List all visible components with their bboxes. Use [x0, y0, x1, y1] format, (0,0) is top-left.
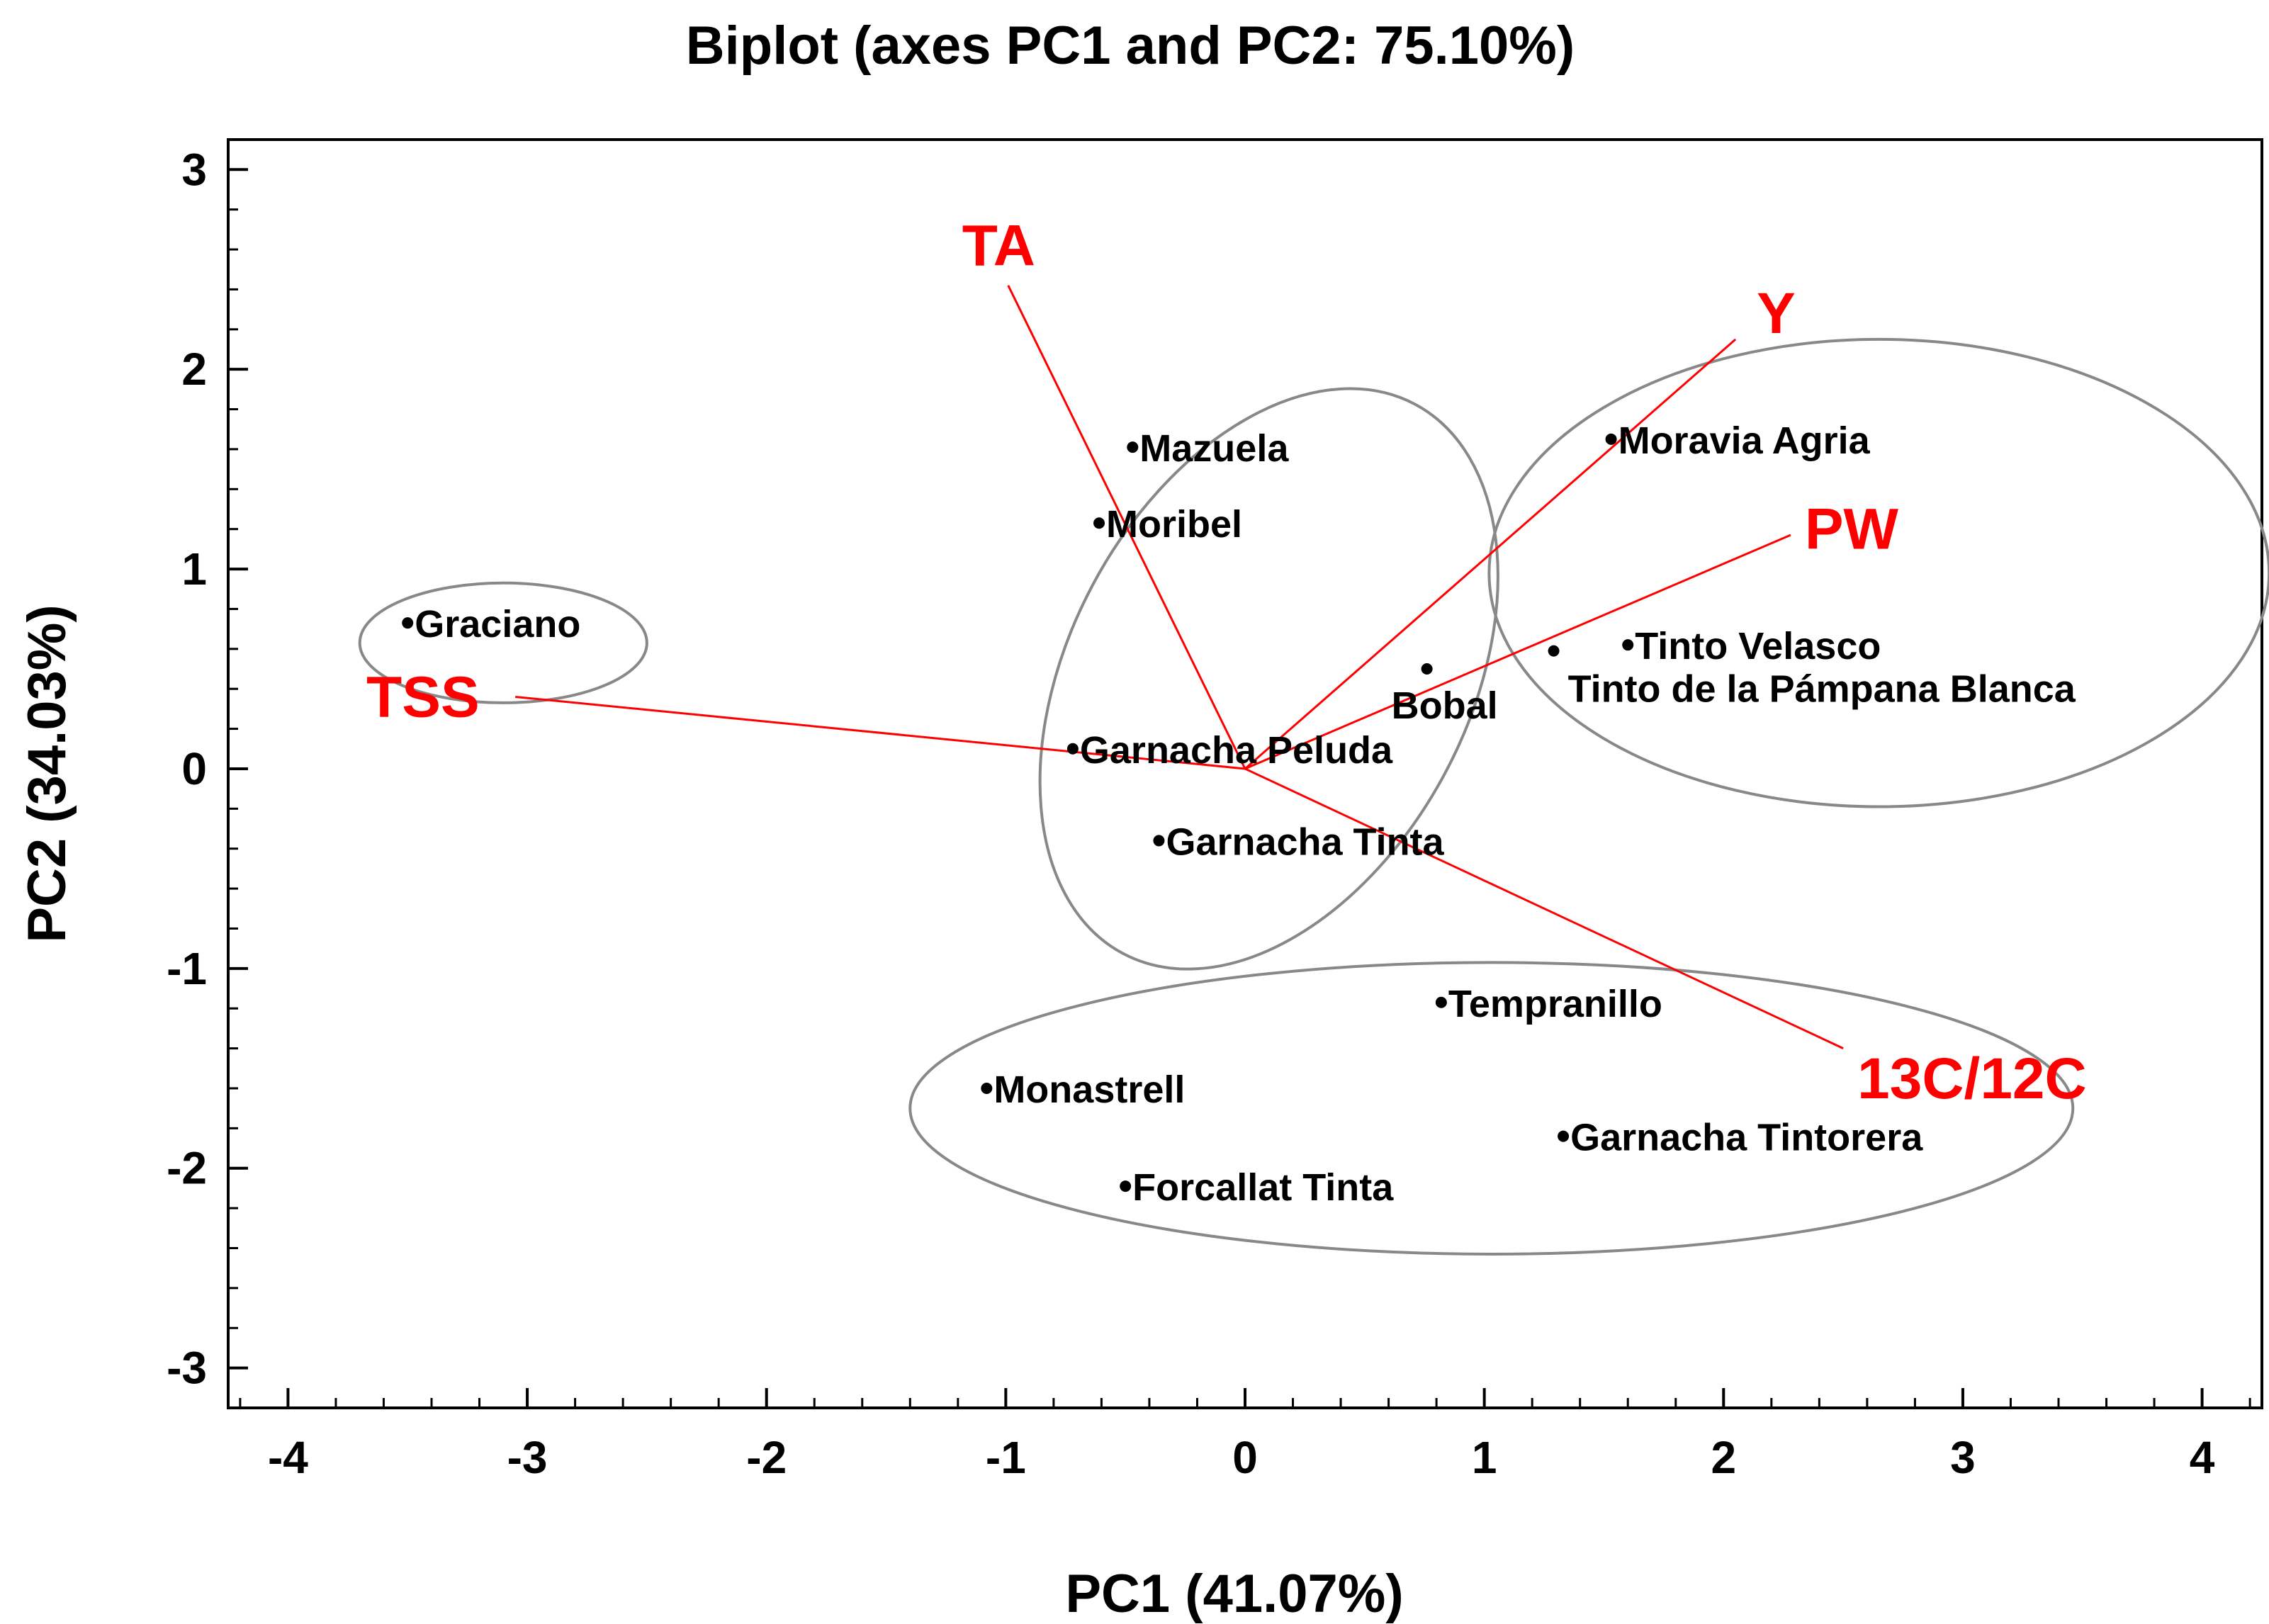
- y-tick-label: -2: [167, 1143, 207, 1194]
- observation-point: [1622, 639, 1634, 651]
- observation-point: [1548, 645, 1560, 657]
- variable-label: 13C/12C: [1857, 1047, 2087, 1111]
- x-tick-label: 4: [2190, 1432, 2215, 1483]
- variable-vector: [1244, 338, 1737, 770]
- observation-point: [981, 1082, 993, 1094]
- cluster-ellipse: [908, 961, 2075, 1256]
- observation-label: Garnacha Tintorera: [1570, 1117, 1923, 1159]
- variable-vectors: TA Y PW TSS 13C/12C: [366, 213, 2087, 1110]
- x-tick-label: 0: [1232, 1432, 1258, 1483]
- observation-label: Bobal: [1392, 684, 1498, 727]
- x-tick-label: -3: [507, 1432, 548, 1483]
- observation-point: [1153, 835, 1165, 847]
- observation-point: [1066, 743, 1079, 755]
- y-tick-label: -3: [167, 1343, 207, 1394]
- x-tick-label: 1: [1472, 1432, 1497, 1483]
- y-tick-label: 3: [181, 144, 207, 195]
- y-axis-label: PC2 (34.03%): [17, 604, 77, 942]
- variable-label: TSS: [366, 665, 479, 729]
- variable-vector: [1244, 534, 1791, 770]
- observation-label: Tempranillo: [1448, 983, 1662, 1025]
- cluster-ellipses: [358, 337, 2269, 1256]
- observation-point: [1421, 663, 1433, 675]
- variable-vector: [1007, 285, 1246, 769]
- observation-label: Garnacha Peluda: [1080, 729, 1393, 772]
- variable-vector: [515, 695, 1246, 770]
- x-tick-label: -1: [986, 1432, 1026, 1483]
- plot-area: [227, 138, 2263, 1409]
- x-tick-label: -2: [746, 1432, 787, 1483]
- x-tick-label: 2: [1711, 1432, 1736, 1483]
- axis-ticks: -4 -3 -2 -1 0 1 2 3 4 -3 -2 -1 0 1 2 3: [167, 144, 2251, 1483]
- variable-label: PW: [1805, 497, 1899, 562]
- y-tick-label: 1: [181, 543, 207, 594]
- observation-label: Garnacha Tinta: [1166, 821, 1444, 863]
- x-tick-label: -4: [268, 1432, 308, 1483]
- observation-point: [1435, 996, 1447, 1008]
- observation-point: [402, 617, 414, 629]
- observation-point: [1120, 1180, 1132, 1192]
- x-tick-label: 3: [1950, 1432, 1976, 1483]
- variable-label: TA: [962, 213, 1035, 278]
- y-tick-label: -1: [167, 943, 207, 994]
- cluster-ellipse: [1038, 387, 1499, 971]
- chart-title: Biplot (axes PC1 and PC2: 75.10%): [686, 16, 1575, 76]
- y-tick-label: 2: [181, 344, 207, 395]
- observation-points: Graciano Mazuela Moribel Garnacha Peluda Gar…: [402, 419, 2076, 1209]
- observation-point: [1093, 517, 1105, 529]
- observation-label: Graciano: [415, 603, 580, 645]
- observation-label: Moravia Agria: [1618, 419, 1871, 462]
- observation-point: [1558, 1130, 1570, 1142]
- observation-label: Tinto Velasco: [1635, 625, 1881, 667]
- observation-point: [1127, 441, 1139, 453]
- variable-label: Y: [1757, 281, 1796, 346]
- observation-label: Forcallat Tinta: [1132, 1166, 1394, 1209]
- observation-label: Monastrell: [993, 1068, 1185, 1111]
- cluster-ellipse: [358, 581, 648, 704]
- observation-label: Moribel: [1106, 503, 1242, 546]
- observation-label: Tinto de la Pámpana Blanca: [1568, 668, 2076, 711]
- variable-vector: [1244, 767, 1844, 1049]
- y-tick-label: 0: [181, 743, 207, 794]
- observation-label: Mazuela: [1139, 427, 1289, 470]
- cluster-ellipse: [1487, 337, 2269, 808]
- observation-point: [1605, 433, 1617, 445]
- x-axis-label: PC1 (41.07%): [1065, 1564, 1403, 1624]
